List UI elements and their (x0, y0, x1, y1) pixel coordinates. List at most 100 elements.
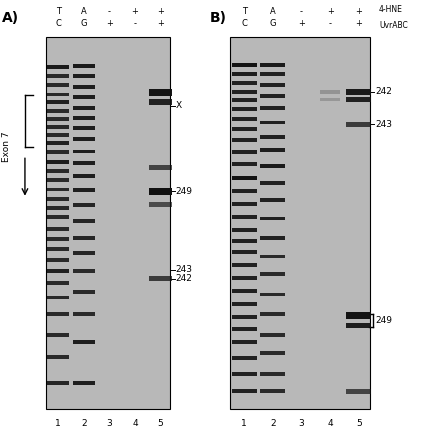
Bar (260, 63, 285, 67)
Bar (232, 327, 257, 331)
Text: +: + (132, 7, 138, 16)
Bar (47, 109, 69, 113)
Text: 1: 1 (242, 419, 247, 428)
Bar (260, 333, 285, 337)
Text: G: G (270, 19, 276, 28)
Text: 4: 4 (132, 419, 138, 428)
Bar (47, 258, 69, 262)
Bar (260, 149, 285, 152)
Text: 243: 243 (176, 265, 193, 274)
Bar (346, 312, 372, 319)
Bar (232, 202, 257, 206)
Bar (232, 289, 257, 293)
Bar (260, 293, 285, 297)
Bar (73, 203, 95, 207)
Text: 2: 2 (270, 419, 276, 428)
Text: A: A (270, 7, 276, 16)
Bar (232, 98, 257, 102)
Text: 249: 249 (375, 316, 392, 325)
Bar (232, 162, 257, 166)
Bar (73, 85, 95, 89)
Bar (47, 206, 69, 210)
Bar (73, 149, 95, 153)
Bar (73, 381, 95, 385)
Text: X: X (176, 101, 182, 110)
Bar (149, 188, 171, 195)
Bar (149, 165, 171, 170)
Bar (260, 198, 285, 202)
Bar (149, 202, 171, 207)
Bar (47, 169, 69, 173)
Text: G: G (81, 19, 87, 28)
Bar (260, 216, 285, 220)
Bar (73, 312, 95, 316)
Bar (260, 107, 285, 110)
Bar (47, 93, 69, 97)
Bar (232, 276, 257, 280)
Text: 5: 5 (356, 419, 362, 428)
Bar (346, 323, 372, 328)
Bar (47, 100, 69, 104)
Bar (47, 83, 69, 87)
Bar (47, 355, 69, 359)
Text: UvrABC: UvrABC (379, 21, 408, 30)
Text: B): B) (210, 11, 227, 25)
Bar (232, 176, 257, 180)
Bar (346, 89, 372, 94)
Bar (232, 107, 257, 111)
Bar (46, 37, 171, 409)
Bar (260, 272, 285, 276)
Bar (232, 263, 257, 267)
Bar (149, 99, 171, 104)
Bar (47, 312, 69, 316)
Text: +: + (327, 7, 333, 16)
Text: +: + (157, 7, 164, 16)
Text: 3: 3 (107, 419, 112, 428)
Bar (260, 72, 285, 76)
Bar (232, 239, 257, 243)
Text: 4-HNE: 4-HNE (379, 5, 403, 14)
Bar (260, 94, 285, 98)
Text: A): A) (2, 11, 19, 25)
Bar (47, 247, 69, 251)
Bar (232, 90, 257, 94)
Bar (260, 236, 285, 240)
Bar (47, 125, 69, 129)
Bar (47, 237, 69, 241)
Bar (47, 333, 69, 337)
Bar (232, 250, 257, 254)
Bar (232, 356, 257, 360)
Bar (47, 281, 69, 284)
Bar (260, 351, 285, 355)
Text: T: T (242, 7, 247, 16)
Bar (47, 187, 69, 191)
Bar (47, 216, 69, 220)
Bar (47, 65, 69, 68)
Bar (232, 372, 257, 376)
Bar (47, 117, 69, 121)
Bar (73, 290, 95, 294)
Bar (47, 74, 69, 78)
Text: -: - (133, 19, 136, 28)
Bar (47, 141, 69, 145)
Bar (47, 269, 69, 273)
Bar (73, 251, 95, 255)
Text: C: C (55, 19, 61, 28)
Bar (260, 312, 285, 316)
Bar (260, 120, 285, 124)
Text: 2: 2 (81, 419, 87, 428)
Bar (73, 340, 95, 344)
Bar (73, 162, 95, 165)
Text: -: - (108, 7, 111, 16)
Bar (260, 135, 285, 139)
Bar (73, 64, 95, 68)
Text: +: + (106, 19, 113, 28)
Bar (232, 72, 257, 76)
Text: +: + (298, 19, 305, 28)
Bar (320, 90, 340, 94)
Bar (73, 137, 95, 141)
Text: -: - (329, 19, 332, 28)
Bar (149, 89, 171, 96)
Text: 4: 4 (327, 419, 333, 428)
Bar (73, 188, 95, 192)
